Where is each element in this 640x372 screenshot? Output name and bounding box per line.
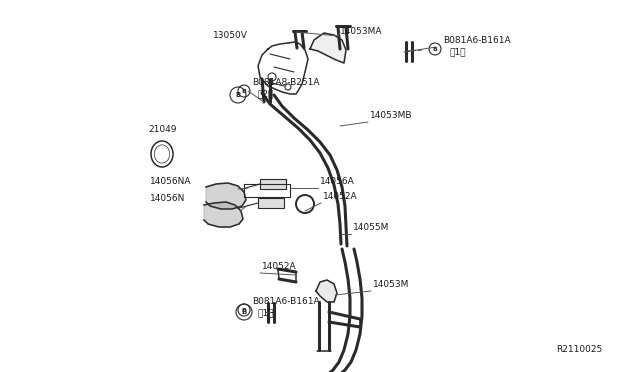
Text: B: B (241, 309, 246, 315)
Text: 14053MB: 14053MB (370, 111, 413, 120)
Text: 13050V: 13050V (213, 31, 248, 40)
Text: 14052A: 14052A (262, 262, 296, 271)
Text: B081A6-B161A: B081A6-B161A (252, 297, 319, 306)
Polygon shape (206, 183, 246, 209)
Text: 14053MA: 14053MA (340, 27, 383, 36)
Text: 14055M: 14055M (353, 223, 389, 232)
Text: 21049: 21049 (148, 125, 177, 134)
Text: 14056A: 14056A (320, 177, 355, 186)
Polygon shape (316, 280, 337, 302)
Text: 14056N: 14056N (150, 194, 186, 203)
Text: B: B (241, 308, 246, 312)
FancyBboxPatch shape (260, 179, 286, 189)
Text: （1）: （1） (450, 47, 467, 56)
Text: 14053M: 14053M (373, 280, 410, 289)
Polygon shape (310, 33, 346, 63)
Text: B: B (241, 89, 246, 93)
Text: B081A6-B161A: B081A6-B161A (443, 36, 511, 45)
Polygon shape (204, 202, 243, 227)
Text: B: B (236, 92, 241, 98)
Text: （1）: （1） (258, 308, 275, 317)
FancyBboxPatch shape (258, 198, 284, 208)
Text: 14056NA: 14056NA (150, 177, 191, 186)
Text: 14052A: 14052A (323, 192, 358, 201)
Text: B: B (433, 46, 437, 51)
Text: （2）: （2） (258, 89, 275, 98)
Text: B081A8-B251A: B081A8-B251A (252, 78, 319, 87)
Text: R2110025: R2110025 (556, 345, 602, 354)
